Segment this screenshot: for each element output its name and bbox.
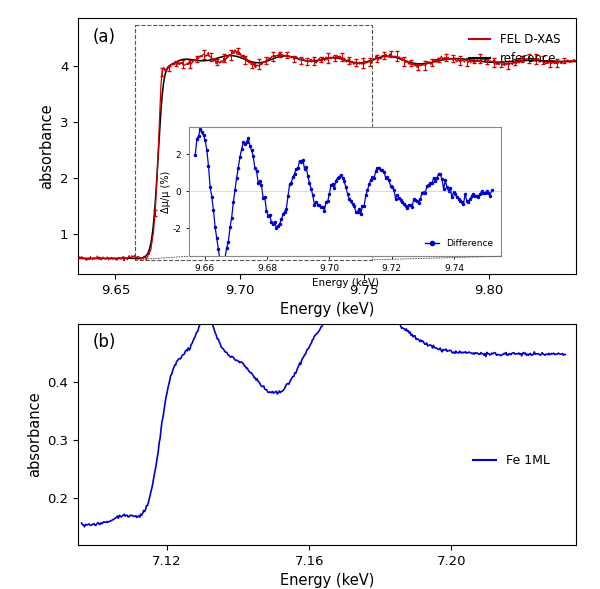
X-axis label: Energy (keV): Energy (keV) bbox=[311, 279, 379, 289]
Y-axis label: Δμ/μ (%): Δμ/μ (%) bbox=[161, 170, 171, 213]
X-axis label: Energy (keV): Energy (keV) bbox=[280, 573, 374, 588]
Y-axis label: absorbance: absorbance bbox=[39, 103, 54, 188]
Text: (a): (a) bbox=[93, 28, 116, 46]
Legend: Difference: Difference bbox=[421, 236, 496, 252]
Y-axis label: absorbance: absorbance bbox=[27, 392, 42, 477]
Text: (b): (b) bbox=[93, 333, 116, 351]
Legend: Fe 1ML: Fe 1ML bbox=[469, 449, 555, 472]
X-axis label: Energy (keV): Energy (keV) bbox=[280, 302, 374, 317]
Legend: FEL D-XAS, reference: FEL D-XAS, reference bbox=[464, 29, 565, 70]
